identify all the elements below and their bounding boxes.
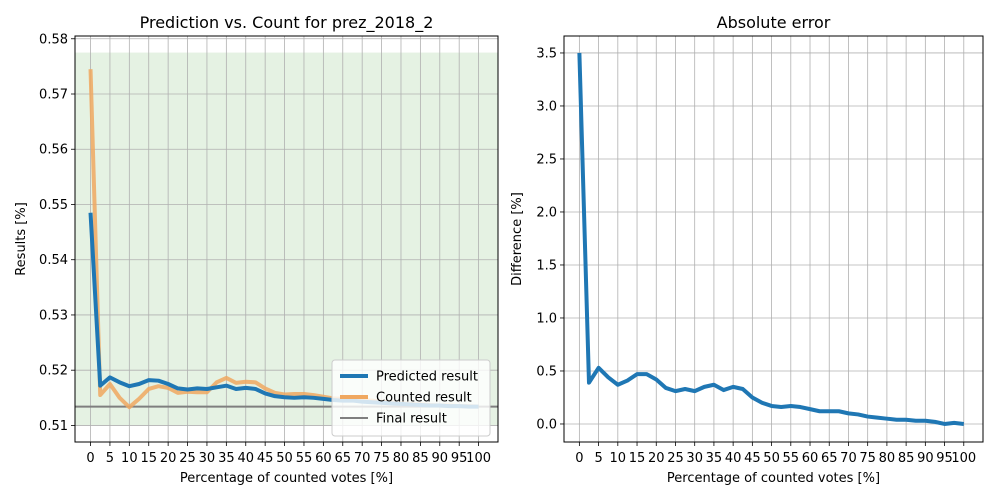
x-tick-label: 20 [160,451,177,466]
x-tick-label: 35 [218,451,235,466]
y-tick-label: 3.5 [536,46,557,61]
chart-1: 0 5 10 15 20 25 30 35 40 45 50 55 60 65 70 75 80 85 90 9510… [14,13,499,486]
x-tick-label: 45 [744,451,761,466]
y-tick-label: 0.58 [39,32,68,47]
chart-title: Prediction vs. Count for prez_2018_2 [140,13,434,33]
legend-label-predicted-result: Predicted result [376,370,478,385]
y-tick-label: 1.0 [536,311,557,326]
y-tick-label: 0.57 [39,88,68,103]
x-tick-label: 25 [179,451,196,466]
y-axis-label: Results [%] [14,202,29,276]
plot-area [577,52,964,426]
x-tick-label: 75 [373,451,390,466]
x-tick-label: 65 [334,451,351,466]
legend-label-final-result: Final result [376,412,447,427]
y-tick-label: 0.52 [39,364,68,379]
x-tick-label: 15 [140,451,157,466]
x-tick-label: 40 [725,451,742,466]
x-tick-label: 15 [629,451,646,466]
y-tick-label: 2.0 [536,205,557,220]
legend-box [331,359,491,437]
y-tick-label: 0.0 [536,417,557,432]
x-tick-label: 70 [840,451,857,466]
x-tick-label: 85 [898,451,915,466]
y-tick-label: 0.55 [39,198,68,213]
x-tick-label: 60 [315,451,332,466]
x-tick-label: 35 [706,451,723,466]
x-tick-label: 95 [936,451,953,466]
legend: Predicted result Counted result Final resu… [331,359,491,437]
y-tick-label: 0.51 [39,419,68,434]
x-tick-label: 50 [276,451,293,466]
x-tick-label: 70 [354,451,371,466]
x-tick-label: 100 [951,451,976,466]
axes-frame [74,35,499,443]
grid [564,36,983,442]
y-axis-label: Difference [%] [510,192,525,286]
x-tick-label: 85 [412,451,429,466]
x-tick-label: 80 [393,451,410,466]
x-tick-label: 90 [917,451,934,466]
x-tick-label: 25 [667,451,684,466]
x-tick-label: 100 [466,451,491,466]
x-tick-label: 55 [783,451,800,466]
y-tick-label: 2.5 [536,152,557,167]
x-tick-label: 0 [86,451,94,466]
x-tick-label: 65 [821,451,838,466]
y-tick-label: 0.56 [39,143,68,158]
y-tick-label: 1.5 [536,258,557,273]
y-tick-label: 0.5 [536,364,557,379]
y-tick-label: 0.53 [39,308,68,323]
x-tick-label: 10 [610,451,627,466]
x-tick-label: 45 [257,451,274,466]
x-tick-label: 0 [575,451,583,466]
x-tick-label: 30 [199,451,216,466]
x-tick-label: 5 [106,451,114,466]
x-tick-label: 50 [763,451,780,466]
x-tick-label: 10 [121,451,138,466]
x-tick-label: 95 [451,451,468,466]
x-axis-label: Percentage of counted votes [%] [180,471,393,486]
x-tick-label: 60 [802,451,819,466]
y-tick-label: 3.0 [536,99,557,114]
x-tick-label: 5 [594,451,602,466]
x-tick-label: 80 [879,451,896,466]
series-difference-line [577,52,964,426]
x-tick-label: 90 [432,451,449,466]
x-tick-label: 40 [237,451,254,466]
axes-frame [563,35,984,443]
legend-label-counted-result: Counted result [376,391,472,406]
y-tick-label: 0.54 [39,253,68,268]
x-tick-label: 55 [296,451,313,466]
x-axis-label: Percentage of counted votes [%] [667,471,880,486]
x-tick-label: 20 [648,451,665,466]
chart-title: Absolute error [717,13,831,32]
x-tick-label: 30 [686,451,703,466]
chart-2: 0 5 10 15 20 25 30 35 40 45 50 55 60 65 70 75 80 85 90 9510… [510,13,984,486]
x-tick-label: 75 [859,451,876,466]
